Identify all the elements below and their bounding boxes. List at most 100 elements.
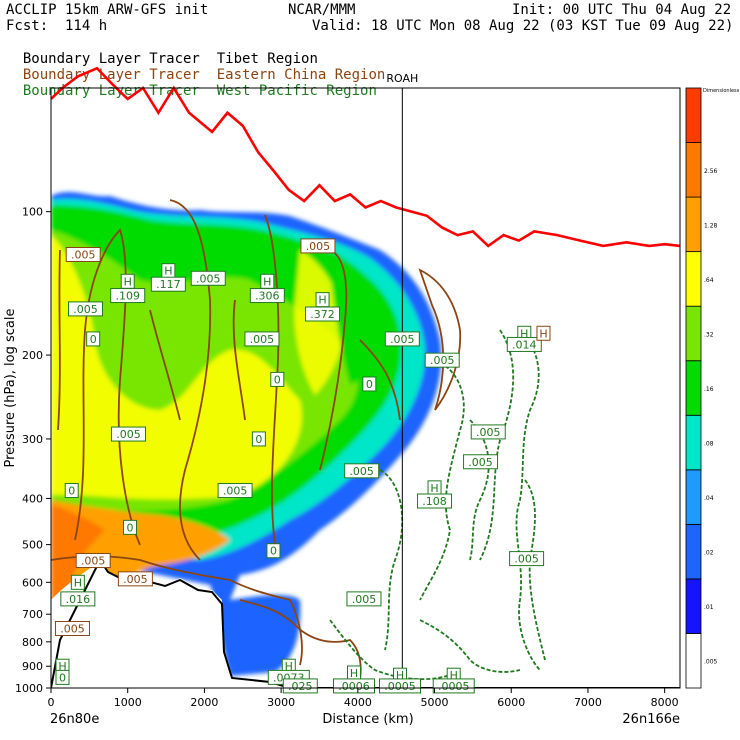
section-start-label: 26n80e [50,712,99,727]
colorbar-swatch [685,305,702,362]
west-pacific-contours [329,329,546,680]
contour-label: .109 [115,290,140,303]
contour-label: .005 [71,248,96,261]
contour-label-box [70,574,85,590]
legend-region: Eastern China Region [216,67,386,83]
tropopause-line [50,66,681,248]
legend-label: Boundary Layer Tracer [22,67,200,83]
contour-label-box [68,301,104,317]
contour-label-box [150,276,186,292]
contour-label: .005 [223,485,248,498]
contour-label-box [332,678,375,694]
contour-label-box [123,519,138,535]
contour-line [515,329,541,671]
contour-label-box [64,483,79,499]
colorbar-swatch [685,360,702,416]
colorbar-swatch [685,87,702,143]
x-tick-label: 8000 [651,696,679,709]
contour-line [524,479,546,661]
y-tick-label: 500 [22,539,43,552]
contour-label: .0006 [338,680,370,693]
contour-label-box [190,270,226,286]
contour-line [74,228,141,546]
colorbar-label: .64 [704,277,714,284]
contour-line [418,268,462,411]
contour-label: 0 [68,485,75,498]
contour-label-box [217,483,253,499]
contour-label: .0005 [384,680,416,693]
contour-line [149,299,246,421]
x-tick-label: 2000 [190,696,218,709]
x-tick-label: 0 [48,696,55,709]
contour-label: .005 [390,333,415,346]
colorbar-label: .005 [704,659,718,666]
contour-label: H [350,667,358,680]
contour-label: H [318,294,326,307]
x-axis-label: Distance (km) [322,712,413,727]
contour-label-box [417,493,453,509]
contour-label: 0 [127,521,134,534]
header-org: NCAR/MMM [288,2,356,18]
y-axis: 100 200 300 400 500 600 700 800 900 1000 [15,206,51,695]
contour-line [264,214,280,546]
contour-label-box [509,551,545,567]
colorbar-swatch [685,251,702,307]
colorbar-swatch [685,523,702,580]
y-tick-label: 700 [22,608,43,621]
contour-label-box [463,454,499,470]
colorbar-label: .32 [704,331,714,338]
contour-line [169,199,212,561]
colorbar-swatch [685,633,702,689]
plot-frame [50,87,681,689]
colorbar-label: 2.56 [704,168,718,175]
contour-label-box [65,246,101,262]
contour-label-box [55,669,70,685]
contour-label: .005 [476,426,501,439]
colorbar-label: 1.28 [704,222,718,229]
contour-label-box [506,336,542,352]
contour-label-box [86,331,101,347]
colorbar-swatch [685,469,702,525]
contour-label: 0 [90,333,97,346]
contour-label: 0 [270,545,277,558]
tropopause-layer [50,66,681,248]
x-tick-label: 5000 [421,696,449,709]
contour-label: H [430,482,438,495]
contour-label: .108 [422,495,447,508]
x-axis: 0 1000 2000 3000 4000 5000 6000 7000 8000 [48,688,679,709]
header-valid-time: Valid: 18 UTC Mon 08 Aug 22 (03 KST Tue … [312,18,734,34]
contour-label-box [117,571,153,587]
contour-label: .005 [468,456,493,469]
roah-marker-layer: ROAH [386,72,418,688]
contour-label: H [396,669,404,682]
contour-label: .014 [512,338,537,351]
contour-label: H [450,669,458,682]
section-end-label: 26n166e [622,712,680,727]
contour-label: .016 [66,593,91,606]
contour-label-box [470,424,506,440]
contour-line [239,599,362,681]
y-tick-label: 600 [22,576,43,589]
contour-label: .0005 [438,680,470,693]
contour-label-box [75,553,111,569]
legend-entry-tibet: Boundary Layer Tracer Tibet Region [6,35,318,67]
x-tick-label: 6000 [497,696,525,709]
contour-label-box [282,678,318,694]
y-tick-label: 900 [22,660,43,673]
x-tick-label: 4000 [344,696,372,709]
header-forecast-hour: Fcst: 114 h [6,18,108,34]
contour-label: .005 [306,240,331,253]
contour-label: .005 [349,465,374,478]
eastern-china-contours [51,199,462,681]
contour-line [479,329,515,561]
contour-label: H [164,265,172,278]
header-model-title: ACCLIP 15km ARW-GFS init [6,2,209,18]
contour-line [419,359,465,601]
contour-label: .005 [116,428,141,441]
colorbar-title: Dimensionless [703,88,740,94]
contour-label-box [60,591,96,607]
contour-line [329,619,451,680]
contour-label: 0 [274,373,281,386]
contour-label: .005 [250,333,275,346]
